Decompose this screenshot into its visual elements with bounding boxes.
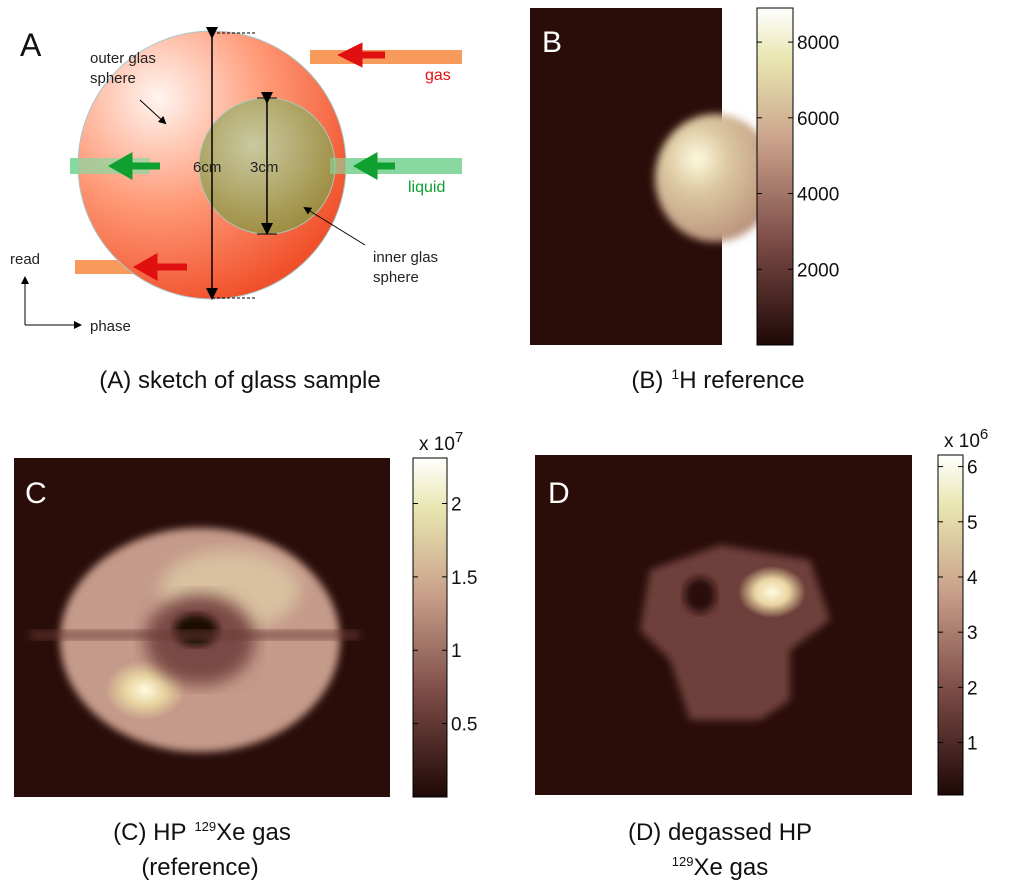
caption: 129Xe gas <box>672 854 768 881</box>
tick-label: 1.5 <box>451 568 477 589</box>
tick-label: 2 <box>967 678 978 699</box>
label: outer glas <box>90 50 156 67</box>
liquid-tube <box>330 158 462 174</box>
colorbar-gradient <box>413 458 447 797</box>
panel-a: A outer glas sphere gas liquid 6cm 3cm i… <box>10 27 462 394</box>
caption: (B)1H reference <box>631 366 804 394</box>
colorbar-gradient <box>938 455 963 795</box>
scale-factor: x 106 <box>944 426 988 452</box>
scale-power: 7 <box>455 429 463 446</box>
tick-label: 4 <box>967 568 978 589</box>
label: phase <box>90 318 131 335</box>
panel-d: D (D) degassed HP 129Xe gas <box>535 455 912 881</box>
label: sphere <box>90 70 136 87</box>
signal <box>738 566 806 618</box>
tick-label: 1 <box>967 734 978 755</box>
tick-label: 4000 <box>797 185 839 206</box>
panel-letter: B <box>542 26 562 59</box>
signal <box>684 577 716 613</box>
label: gas <box>425 67 451 84</box>
colorbar-gradient <box>757 8 793 345</box>
caption: (D) degassed HP <box>628 819 812 846</box>
tick-label: 3 <box>967 623 978 644</box>
scale-base: x 10 <box>944 431 980 452</box>
panel-letter: D <box>548 477 570 510</box>
tick-label: 1 <box>451 641 462 662</box>
colorbar: 0.5 1 1.5 2 x 107 <box>413 429 477 797</box>
caption: (reference) <box>141 854 258 881</box>
scale-base: x 10 <box>419 434 455 455</box>
tick-label: 5 <box>967 513 978 534</box>
label: 6cm <box>193 159 221 176</box>
label: sphere <box>373 269 419 286</box>
panel-letter: C <box>25 477 47 510</box>
tick-label: 6000 <box>797 109 839 130</box>
caption: (A) sketch of glass sample <box>99 367 380 394</box>
figure: A outer glas sphere gas liquid 6cm 3cm i… <box>0 0 1017 883</box>
gas-tube <box>310 50 462 64</box>
scale-power: 6 <box>980 426 988 443</box>
label: 3cm <box>250 159 278 176</box>
tick-label: 6 <box>967 458 978 479</box>
tick-label: 2 <box>451 494 462 515</box>
panel-letter: A <box>20 27 42 63</box>
colorbar: 2000 4000 6000 8000 <box>757 8 839 345</box>
artifact <box>30 630 360 640</box>
label: read <box>10 251 40 268</box>
tick-label: 2000 <box>797 260 839 281</box>
label: inner glas <box>373 249 438 266</box>
scale-factor: x 107 <box>419 429 463 455</box>
tick-label: 8000 <box>797 33 839 54</box>
label: liquid <box>408 179 445 196</box>
tick-label: 0.5 <box>451 715 477 736</box>
